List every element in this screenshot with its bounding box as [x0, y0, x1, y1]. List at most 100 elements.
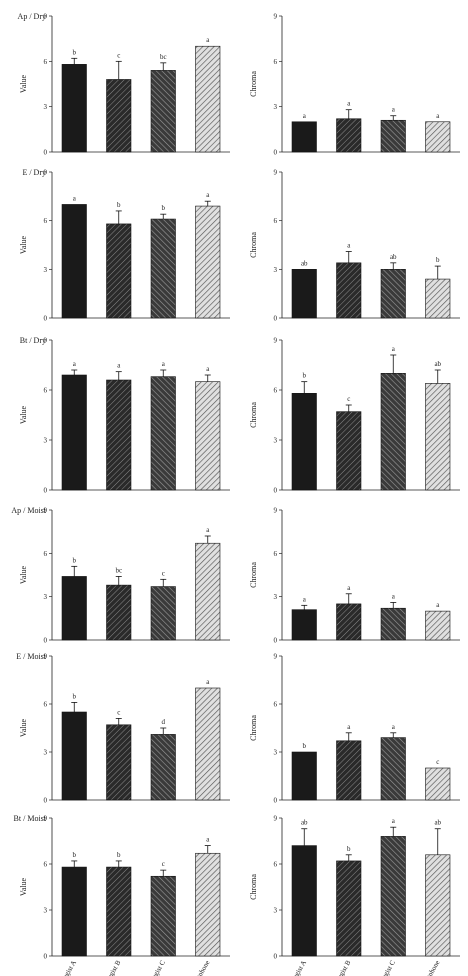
- bar-0: [61, 576, 87, 641]
- bar-2: [380, 836, 406, 957]
- y-axis-label: Value: [19, 235, 28, 254]
- bar-2: [380, 269, 406, 319]
- sig-letter-3: a: [206, 678, 210, 686]
- panel-3: 0 3 6 9 Chroma ab a ab b: [249, 169, 460, 323]
- sig-letter-3: a: [206, 526, 210, 534]
- y-tick-label: 6: [44, 861, 48, 869]
- y-tick-label: 9: [44, 169, 48, 177]
- y-tick-label: 9: [44, 13, 48, 21]
- y-tick-label: 3: [44, 266, 48, 274]
- bar-1: [106, 79, 132, 153]
- bar-3: [195, 542, 221, 641]
- y-tick-label: 9: [274, 507, 278, 515]
- y-tick-label: 9: [44, 337, 48, 345]
- bar-2: [380, 737, 406, 801]
- sig-letter-0: ab: [301, 259, 308, 267]
- bar-1: [106, 866, 132, 957]
- panel-label: Ap / Dry: [18, 12, 46, 21]
- y-tick-label: 3: [274, 437, 278, 445]
- sig-letter-2: a: [392, 592, 396, 600]
- y-tick-label: 3: [44, 103, 48, 111]
- bar-0: [291, 393, 317, 491]
- y-tick-label: 6: [274, 550, 278, 558]
- x-category-label-1: Pedologist B: [98, 959, 123, 976]
- y-tick-label: 3: [44, 437, 48, 445]
- y-tick-label: 0: [274, 487, 278, 495]
- sig-letter-3: c: [436, 758, 439, 766]
- y-tick-label: 3: [44, 593, 48, 601]
- bar-0: [61, 711, 87, 801]
- sig-letter-3: ab: [434, 819, 441, 827]
- panel-9: 0 3 6 9 Chroma b a a c: [249, 653, 460, 805]
- y-axis-label: Chroma: [249, 71, 258, 97]
- bar-1: [336, 262, 362, 319]
- x-category-label-0: Pedologist A: [283, 959, 308, 976]
- sig-letter-2: c: [162, 569, 165, 577]
- bar-0: [61, 866, 87, 957]
- bar-3: [425, 121, 451, 153]
- bar-3: [425, 278, 451, 319]
- sig-letter-0: a: [73, 360, 77, 368]
- panel-8: 0 3 6 9E / Moist Value b c d a: [16, 652, 230, 805]
- sig-letter-0: b: [73, 692, 77, 700]
- bar-2: [150, 70, 176, 153]
- bar-3: [195, 852, 221, 957]
- sig-letter-1: a: [347, 100, 351, 108]
- sig-letter-1: a: [347, 241, 351, 249]
- y-axis-label: Value: [19, 74, 28, 93]
- x-category-label-1: Pedologist B: [328, 959, 353, 976]
- panel-label: Bt / Moist: [14, 814, 47, 823]
- y-axis-label: Chroma: [249, 874, 258, 900]
- sig-letter-1: b: [347, 845, 351, 853]
- y-tick-label: 0: [44, 315, 48, 323]
- sig-letter-0: a: [303, 112, 307, 120]
- y-tick-label: 6: [44, 387, 48, 395]
- x-category-label-3: Smartphone: [418, 959, 442, 976]
- bar-0: [61, 204, 87, 319]
- bar-3: [425, 383, 451, 491]
- panel-4: 0 3 6 9Bt / Dry Value a a a a: [19, 336, 230, 495]
- bar-1: [106, 584, 132, 641]
- bar-1: [336, 603, 362, 641]
- sig-letter-0: ab: [301, 819, 308, 827]
- sig-letter-3: a: [206, 836, 210, 844]
- sig-letter-3: ab: [434, 360, 441, 368]
- bar-1: [336, 860, 362, 957]
- sig-letter-1: c: [117, 51, 120, 59]
- panel-label: E / Dry: [22, 168, 46, 177]
- x-category-label-2: Pedologist C: [142, 959, 167, 976]
- y-axis-label: Chroma: [249, 715, 258, 741]
- y-tick-label: 0: [274, 315, 278, 323]
- bar-2: [150, 875, 176, 957]
- bar-1: [336, 118, 362, 153]
- panel-7: 0 3 6 9 Chroma a a a a: [249, 507, 460, 645]
- x-category-label-3: Smartphone: [188, 959, 212, 976]
- sig-letter-1: b: [117, 201, 121, 209]
- sig-letter-2: ab: [390, 253, 397, 261]
- y-tick-label: 6: [44, 58, 48, 66]
- sig-letter-0: b: [73, 556, 77, 564]
- y-tick-label: 6: [274, 861, 278, 869]
- bar-0: [291, 845, 317, 957]
- sig-letter-3: a: [206, 36, 210, 44]
- sig-letter-0: a: [303, 595, 307, 603]
- y-tick-label: 0: [44, 953, 48, 961]
- panel-6: 0 3 6 9Ap / Moist Value b bc c a: [11, 506, 230, 645]
- sig-letter-3: a: [206, 365, 210, 373]
- bar-3: [425, 854, 451, 957]
- bar-1: [106, 724, 132, 801]
- y-tick-label: 6: [274, 217, 278, 225]
- sig-letter-0: b: [303, 372, 307, 380]
- bar-0: [61, 374, 87, 491]
- y-tick-label: 9: [274, 337, 278, 345]
- sig-letter-0: a: [73, 194, 77, 202]
- bar-0: [291, 121, 317, 153]
- sig-letter-2: a: [392, 723, 396, 731]
- y-tick-label: 9: [44, 507, 48, 515]
- y-tick-label: 3: [274, 593, 278, 601]
- x-category-label-2: Pedologist C: [372, 959, 397, 976]
- panel-5: 0 3 6 9 Chroma b c a ab: [249, 337, 460, 495]
- y-tick-label: 9: [274, 169, 278, 177]
- bar-2: [150, 586, 176, 641]
- y-axis-label: Value: [19, 877, 28, 896]
